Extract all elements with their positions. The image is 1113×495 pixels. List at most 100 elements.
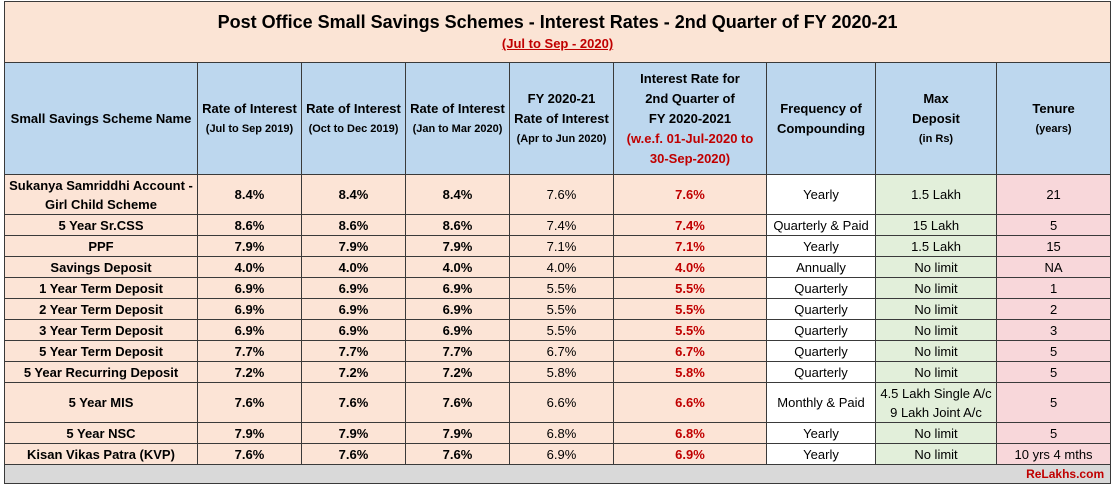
- scheme-name: 5 Year NSC: [4, 422, 198, 444]
- footer-credit: ReLakhs.com: [3, 464, 1112, 484]
- rate-oct-dec-2019: 6.9%: [301, 319, 406, 341]
- max-deposit: No limit: [875, 340, 997, 362]
- rates-table-container: Post Office Small Savings Schemes - Inte…: [3, 1, 1112, 489]
- rate-jan-mar-2020: 7.7%: [405, 340, 510, 362]
- rate-apr-jun-2020: 7.6%: [509, 174, 614, 215]
- max-deposit: No limit: [875, 319, 997, 341]
- scheme-name: 5 Year Recurring Deposit: [4, 361, 198, 383]
- rate-jan-mar-2020: 7.9%: [405, 422, 510, 444]
- scheme-name: 5 Year Sr.CSS: [4, 214, 198, 236]
- compounding-frequency: Monthly & Paid: [766, 382, 876, 423]
- tenure: 5: [995, 382, 1112, 423]
- scheme-name: 1 Year Term Deposit: [4, 277, 198, 299]
- rate-apr-jun-2020: 7.1%: [509, 235, 614, 257]
- tenure: 5: [995, 340, 1112, 362]
- rate-apr-jun-2020: 6.7%: [509, 340, 614, 362]
- tenure: 21: [995, 174, 1112, 215]
- compounding-frequency: Annually: [766, 256, 876, 278]
- tenure: 1: [995, 277, 1112, 299]
- rate-jan-mar-2020: 7.2%: [405, 361, 510, 383]
- max-deposit: No limit: [875, 256, 997, 278]
- scheme-name: 2 Year Term Deposit: [4, 298, 198, 320]
- rate-jan-mar-2020: 6.9%: [405, 298, 510, 320]
- rate-q2-2020-21: 5.5%: [613, 319, 767, 341]
- title-cell: Post Office Small Savings Schemes - Inte…: [3, 1, 1112, 63]
- page-subtitle: (Jul to Sep - 2020): [501, 36, 614, 51]
- rate-q2-2020-21: 5.5%: [613, 298, 767, 320]
- rate-apr-jun-2020: 4.0%: [509, 256, 614, 278]
- header-frequency: Frequency of Compounding: [766, 62, 876, 175]
- rate-jan-mar-2020: 4.0%: [405, 256, 510, 278]
- rate-jul-sep-2019: 8.6%: [197, 214, 302, 236]
- rate-oct-dec-2019: 7.6%: [301, 443, 406, 465]
- rate-q2-2020-21: 4.0%: [613, 256, 767, 278]
- scheme-name: PPF: [4, 235, 198, 257]
- header-rate-apr-jun-2020: FY 2020-21 Rate of Interest (Apr to Jun 20…: [509, 62, 614, 175]
- scheme-name: 5 Year MIS: [4, 382, 198, 423]
- table-row: 5 Year Term Deposit 7.7% 7.7% 7.7% 6.7% …: [4, 340, 1112, 362]
- max-deposit: No limit: [875, 298, 997, 320]
- table-row: 3 Year Term Deposit 6.9% 6.9% 6.9% 5.5% …: [4, 319, 1112, 341]
- rate-q2-2020-21: 6.6%: [613, 382, 767, 423]
- rate-jul-sep-2019: 6.9%: [197, 298, 302, 320]
- scheme-name: Kisan Vikas Patra (KVP): [4, 443, 198, 465]
- header-rate-jan-mar-2020: Rate of Interest (Jan to Mar 2020): [405, 62, 510, 175]
- rate-apr-jun-2020: 5.5%: [509, 319, 614, 341]
- compounding-frequency: Quarterly: [766, 361, 876, 383]
- scheme-name: Sukanya Samriddhi Account - Girl Child S…: [4, 174, 198, 215]
- header-row: Small Savings Scheme Name Rate of Intere…: [4, 62, 1112, 175]
- rate-oct-dec-2019: 4.0%: [301, 256, 406, 278]
- max-deposit: No limit: [875, 361, 997, 383]
- rate-q2-2020-21: 7.6%: [613, 174, 767, 215]
- rate-apr-jun-2020: 7.4%: [509, 214, 614, 236]
- rate-q2-2020-21: 5.8%: [613, 361, 767, 383]
- rate-jan-mar-2020: 6.9%: [405, 319, 510, 341]
- tenure: 2: [995, 298, 1112, 320]
- rate-q2-2020-21: 7.4%: [613, 214, 767, 236]
- rate-oct-dec-2019: 6.9%: [301, 277, 406, 299]
- page-title: Post Office Small Savings Schemes - Inte…: [217, 12, 898, 32]
- max-deposit: 15 Lakh: [875, 214, 997, 236]
- rate-jul-sep-2019: 7.6%: [197, 382, 302, 423]
- compounding-frequency: Quarterly: [766, 340, 876, 362]
- compounding-frequency: Quarterly: [766, 319, 876, 341]
- compounding-frequency: Yearly: [766, 443, 876, 465]
- rate-oct-dec-2019: 7.7%: [301, 340, 406, 362]
- rates-table: Post Office Small Savings Schemes - Inte…: [3, 1, 1112, 484]
- header-rate-oct-dec-2019: Rate of Interest (Oct to Dec 2019): [301, 62, 406, 175]
- tenure: 10 yrs 4 mths: [995, 443, 1112, 465]
- scheme-name: 5 Year Term Deposit: [4, 340, 198, 362]
- tenure: 3: [995, 319, 1112, 341]
- rate-jan-mar-2020: 7.6%: [405, 382, 510, 423]
- table-row: 5 Year NSC 7.9% 7.9% 7.9% 6.8% 6.8% Year…: [4, 422, 1112, 444]
- table-row: Kisan Vikas Patra (KVP) 7.6% 7.6% 7.6% 6…: [4, 443, 1112, 465]
- compounding-frequency: Yearly: [766, 174, 876, 215]
- rate-apr-jun-2020: 6.6%: [509, 382, 614, 423]
- scheme-name: 3 Year Term Deposit: [4, 319, 198, 341]
- rate-apr-jun-2020: 5.5%: [509, 298, 614, 320]
- rate-jul-sep-2019: 7.2%: [197, 361, 302, 383]
- table-row: 2 Year Term Deposit 6.9% 6.9% 6.9% 5.5% …: [4, 298, 1112, 320]
- rate-oct-dec-2019: 7.9%: [301, 235, 406, 257]
- max-deposit: No limit: [875, 422, 997, 444]
- max-deposit: 1.5 Lakh: [875, 174, 997, 215]
- rate-jul-sep-2019: 7.9%: [197, 422, 302, 444]
- max-deposit: 1.5 Lakh: [875, 235, 997, 257]
- table-body: Sukanya Samriddhi Account - Girl Child S…: [4, 174, 1112, 465]
- rate-q2-2020-21: 6.7%: [613, 340, 767, 362]
- rate-oct-dec-2019: 8.6%: [301, 214, 406, 236]
- rate-jul-sep-2019: 7.7%: [197, 340, 302, 362]
- compounding-frequency: Quarterly & Paid: [766, 214, 876, 236]
- header-scheme-name: Small Savings Scheme Name: [4, 62, 198, 175]
- table-row: 5 Year Recurring Deposit 7.2% 7.2% 7.2% …: [4, 361, 1112, 383]
- rate-jul-sep-2019: 7.6%: [197, 443, 302, 465]
- table-row: Savings Deposit 4.0% 4.0% 4.0% 4.0% 4.0%…: [4, 256, 1112, 278]
- rate-q2-2020-21: 5.5%: [613, 277, 767, 299]
- rate-jul-sep-2019: 7.9%: [197, 235, 302, 257]
- rate-oct-dec-2019: 7.6%: [301, 382, 406, 423]
- table-row: 1 Year Term Deposit 6.9% 6.9% 6.9% 5.5% …: [4, 277, 1112, 299]
- max-deposit: No limit: [875, 277, 997, 299]
- rate-jul-sep-2019: 6.9%: [197, 277, 302, 299]
- rate-apr-jun-2020: 6.8%: [509, 422, 614, 444]
- rate-q2-2020-21: 7.1%: [613, 235, 767, 257]
